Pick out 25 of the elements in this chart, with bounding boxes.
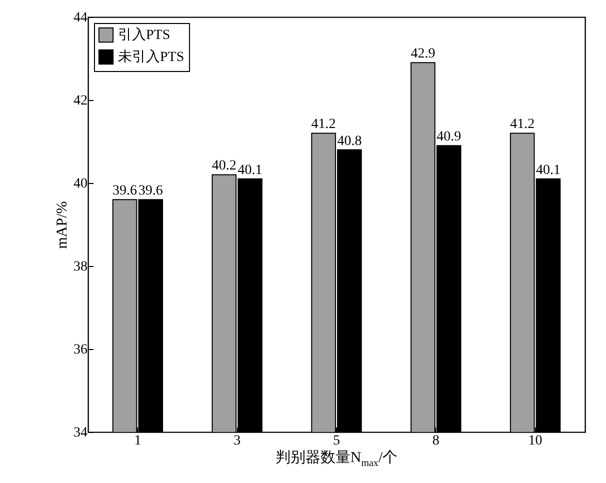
y-tick-label: 42 bbox=[74, 94, 88, 108]
legend-label: 引入PTS bbox=[118, 27, 170, 43]
data-label: 39.6 bbox=[112, 184, 138, 199]
x-tick-label: 1 bbox=[134, 434, 142, 448]
y-tick-label: 44 bbox=[74, 10, 88, 26]
x-tick-label: 3 bbox=[234, 434, 241, 448]
y-tick-label: 40 bbox=[74, 176, 88, 192]
x-tick-label: 10 bbox=[528, 434, 542, 448]
data-label: 39.6 bbox=[138, 184, 163, 199]
data-label: 40.1 bbox=[536, 162, 560, 178]
data-label: 40.8 bbox=[337, 134, 362, 149]
y-tick-label: 36 bbox=[74, 342, 88, 358]
data-label: 40.1 bbox=[238, 162, 262, 178]
x-tick-label: 8 bbox=[432, 434, 440, 448]
y-tick-label: 38 bbox=[74, 260, 88, 274]
data-label: 42.9 bbox=[410, 46, 436, 62]
legend-label: 未引入PTS bbox=[118, 49, 184, 65]
x-axis-title: 判别器数量N$_{max}$/个 bbox=[274, 448, 399, 469]
y-axis-title: mAP/% bbox=[54, 201, 70, 249]
y-tick-label: 34 bbox=[74, 426, 88, 440]
data-label: 40.2 bbox=[212, 158, 236, 174]
data-label: 41.2 bbox=[311, 117, 336, 132]
x-tick-label: 5 bbox=[333, 434, 340, 448]
data-label: 41.2 bbox=[510, 117, 535, 132]
data-label: 40.9 bbox=[436, 130, 462, 145]
